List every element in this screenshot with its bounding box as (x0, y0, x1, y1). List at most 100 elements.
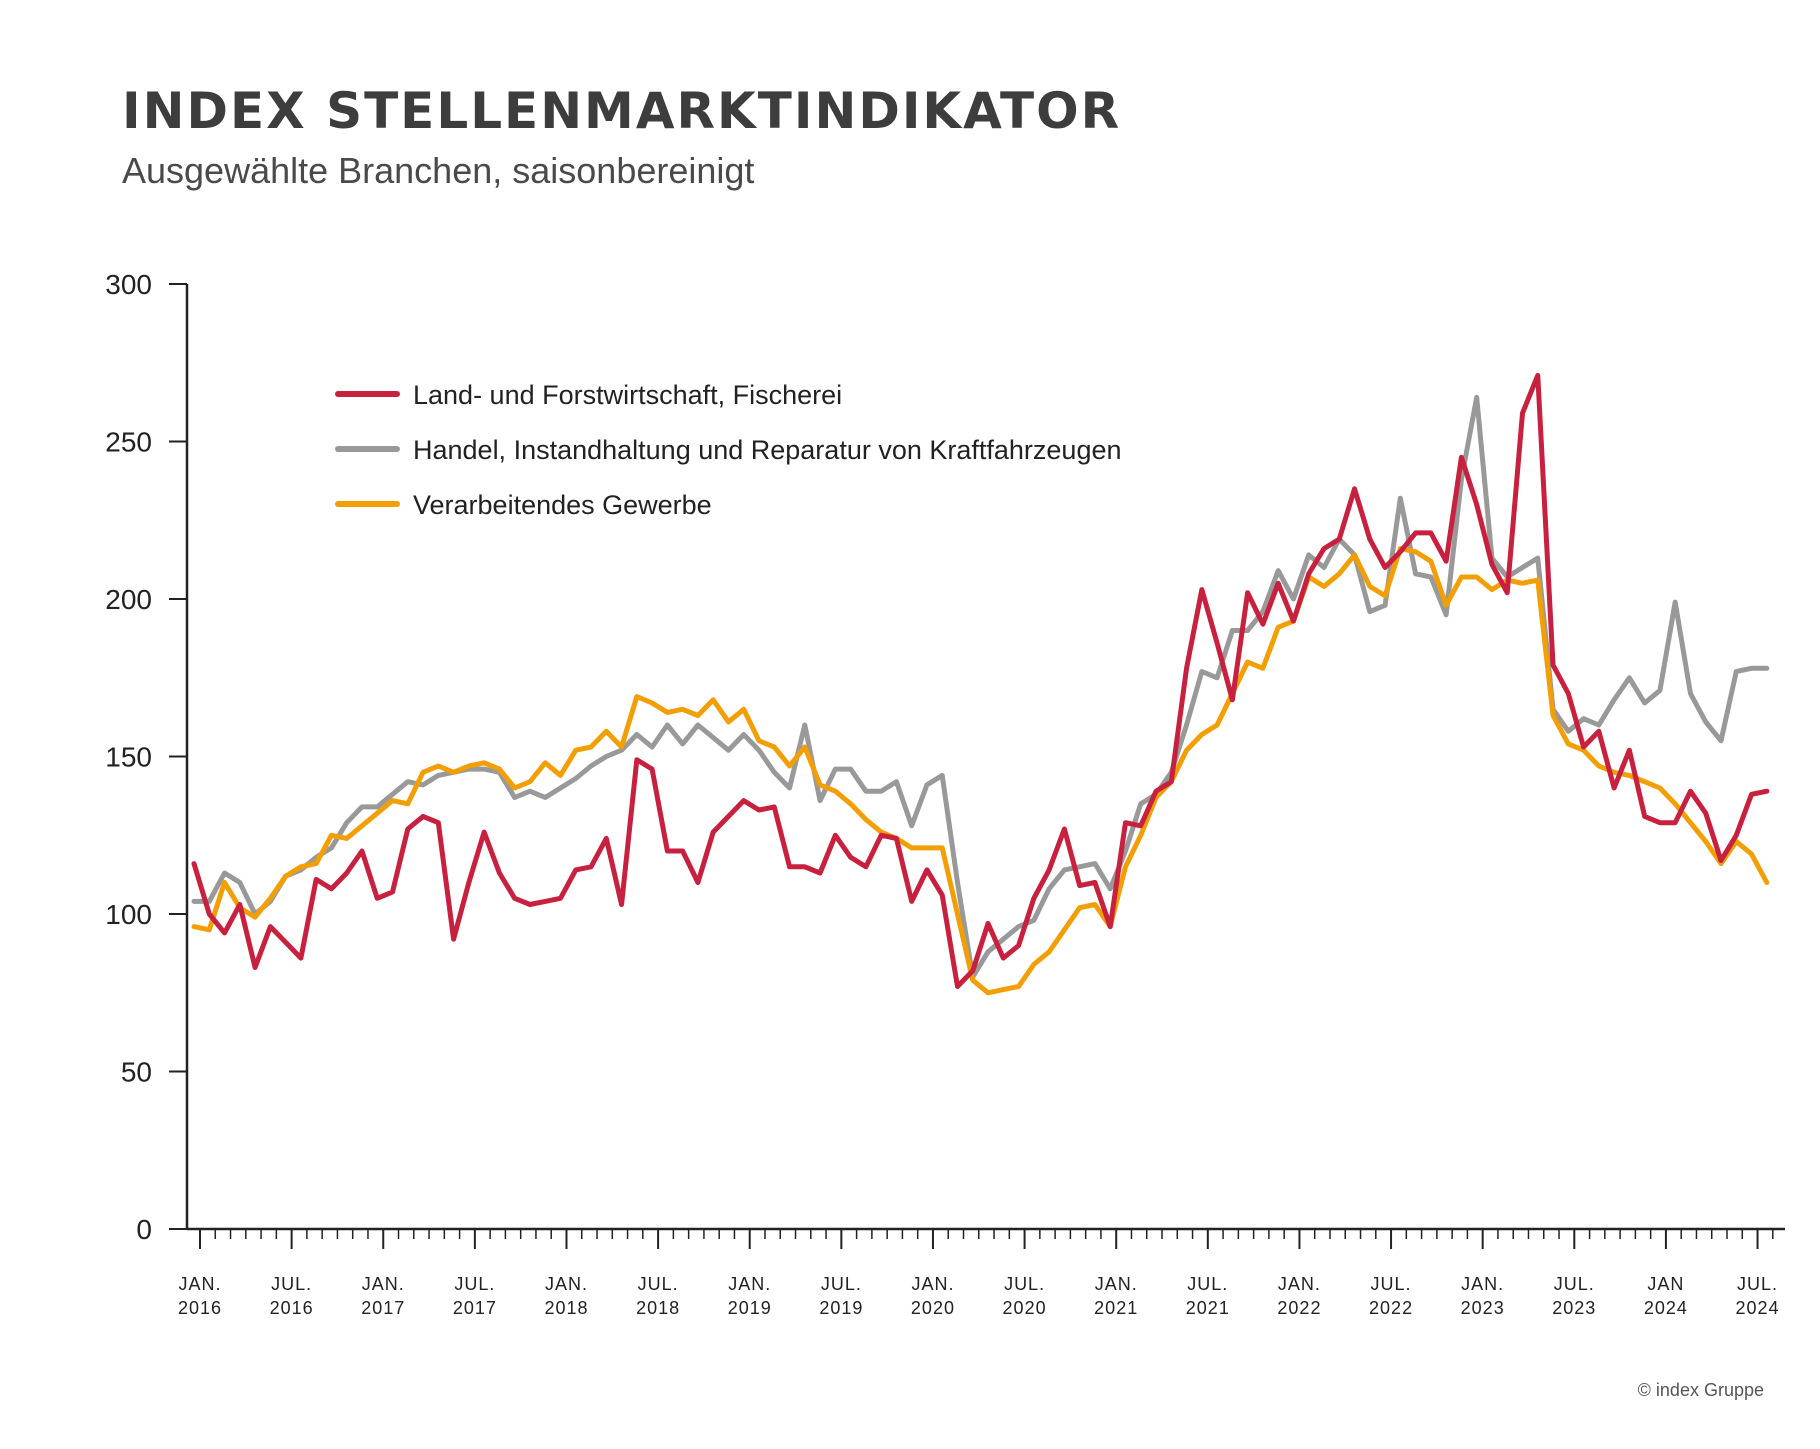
x-tick-label-year: 2024 (1736, 1298, 1780, 1318)
data-point (680, 707, 685, 712)
data-point (1306, 552, 1311, 558)
data-point (1443, 612, 1449, 617)
data-point (436, 820, 441, 825)
data-point (1184, 666, 1189, 671)
y-tick-label: 0 (136, 1214, 152, 1245)
data-point (1321, 546, 1327, 551)
data-point (817, 782, 823, 788)
data-point (1642, 814, 1647, 819)
data-point (940, 845, 945, 851)
data-point (405, 779, 410, 784)
data-point (1199, 587, 1205, 592)
data-point (985, 921, 991, 926)
data-point (634, 757, 640, 762)
legend-label: Verarbeitendes Gewerbe (413, 490, 712, 520)
data-point (924, 867, 930, 873)
data-point (1688, 820, 1693, 825)
x-tick-label-year: 2017 (453, 1298, 497, 1318)
data-point (268, 896, 273, 901)
data-point (863, 788, 869, 794)
data-point (252, 965, 258, 970)
data-point (237, 880, 243, 885)
x-tick-label-year: 2021 (1094, 1298, 1138, 1318)
data-point (1337, 536, 1342, 542)
data-point (1062, 927, 1067, 932)
data-point (420, 770, 426, 775)
data-point (329, 886, 334, 891)
data-point (1245, 590, 1250, 595)
data-point (1275, 568, 1281, 573)
data-point (1459, 574, 1464, 580)
data-point (1016, 924, 1021, 929)
data-point (375, 896, 380, 901)
data-point (207, 927, 212, 932)
x-tick-label-month: JUL. (271, 1274, 312, 1294)
data-point (1718, 858, 1724, 863)
data-point (665, 710, 670, 715)
data-point (1352, 486, 1357, 491)
data-point (772, 744, 777, 750)
series-line (191, 546, 1770, 996)
series-line (191, 372, 1770, 989)
data-point (527, 779, 533, 784)
data-point (1703, 719, 1708, 725)
data-point (451, 937, 456, 942)
data-point (1672, 599, 1678, 605)
data-point (1749, 792, 1754, 797)
data-point (1550, 713, 1556, 718)
data-point (894, 836, 899, 841)
data-point (191, 899, 197, 904)
data-point (756, 738, 762, 743)
data-point (787, 763, 792, 769)
data-point (588, 763, 594, 769)
data-point (1672, 801, 1678, 806)
data-point (375, 811, 380, 816)
data-point (1550, 662, 1556, 668)
data-point (1734, 669, 1739, 674)
data-point (741, 707, 746, 712)
data-point (924, 782, 930, 788)
data-point (1520, 410, 1525, 416)
data-point (1535, 577, 1540, 583)
data-point (802, 744, 807, 750)
data-point (298, 955, 304, 961)
series-2 (191, 546, 1770, 996)
data-point (955, 880, 960, 885)
data-point (207, 911, 212, 917)
data-point (1596, 729, 1602, 734)
data-point (1016, 984, 1021, 989)
data-point (772, 804, 777, 810)
data-point (283, 874, 288, 879)
data-point (1352, 552, 1357, 558)
data-point (1657, 688, 1663, 693)
data-point (344, 836, 349, 841)
data-point (1046, 867, 1052, 873)
data-point (1398, 496, 1403, 501)
data-point (298, 864, 304, 869)
data-point (1230, 628, 1235, 633)
data-point (619, 744, 624, 750)
data-point (680, 741, 685, 747)
x-tick-label-month: JUL. (1554, 1274, 1595, 1294)
data-point (1764, 788, 1770, 794)
data-point (1230, 697, 1235, 702)
data-point (909, 823, 914, 828)
x-tick-label-month: JUL. (1737, 1274, 1778, 1294)
data-point (1428, 530, 1434, 536)
data-point (1092, 880, 1098, 885)
data-point (329, 833, 334, 838)
data-point (1642, 779, 1647, 784)
data-point (1382, 603, 1388, 608)
data-point (1138, 823, 1143, 828)
data-point (772, 770, 777, 775)
x-tick-label-year: 2016 (178, 1298, 222, 1318)
data-point (466, 880, 472, 885)
data-point (1245, 659, 1250, 665)
data-point (894, 779, 899, 784)
data-point (955, 911, 960, 917)
data-point (1443, 559, 1449, 564)
data-point (481, 760, 487, 765)
data-point (863, 817, 869, 822)
data-point (634, 732, 640, 737)
data-point (1306, 571, 1311, 576)
